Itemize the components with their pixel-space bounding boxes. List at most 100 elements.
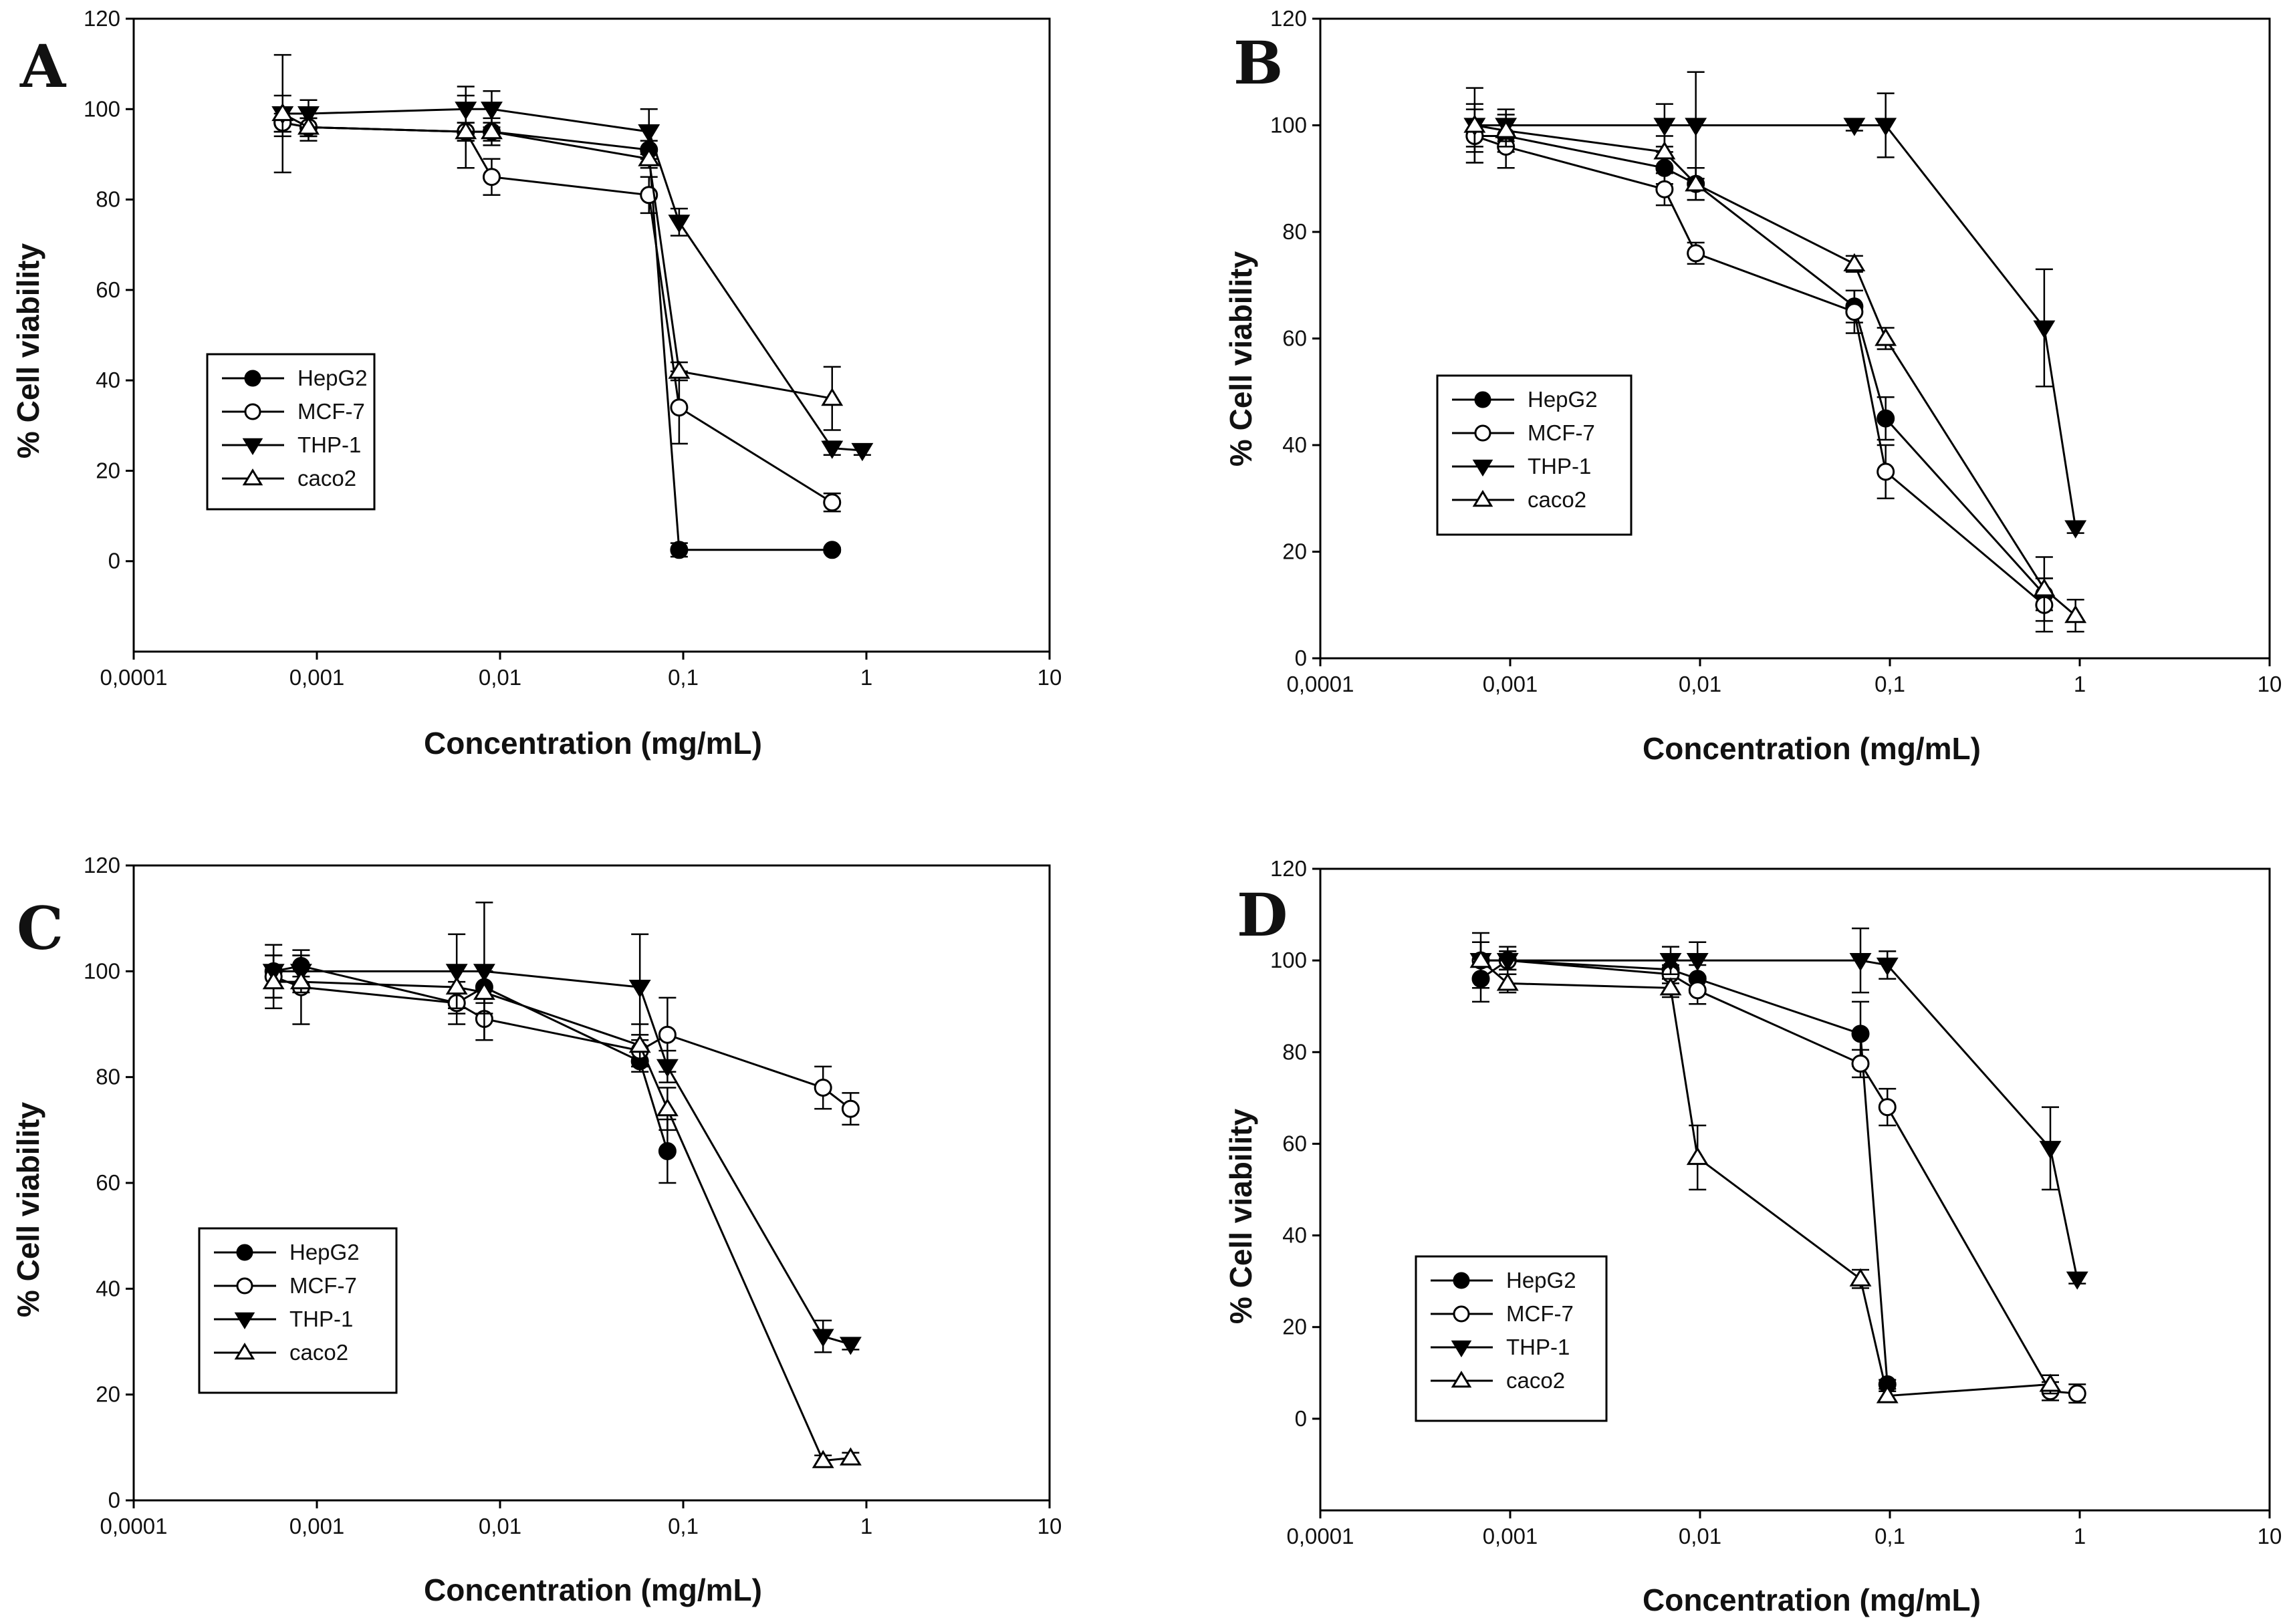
legend-box [198,1227,398,1394]
legend-marker-hepg2 [1453,1272,1470,1289]
data-point-caco2 [455,121,477,140]
series-line-thp-1 [273,970,851,1345]
data-point-thp-1 [1843,118,1866,136]
x-tick-label: 0,0001 [100,1514,168,1538]
legend-label-thp-1: THP-1 [289,1307,353,1331]
panel-c-plot: 0 20 40 60 80 100 120 0,0001 0,001 0,01 0,1 1 10 HepG… [84,853,1062,1538]
legend-label-caco2: caco2 [297,466,356,491]
data-point-caco2 [1843,253,1866,271]
x-tick-label: 1 [2074,672,2086,696]
data-point-mcf-7 [823,493,842,512]
data-point-caco2 [1686,1146,1709,1166]
legend-marker-hepg2 [1474,391,1491,408]
data-point-caco2 [656,1098,679,1117]
y-tick-label: 60 [1282,326,1307,351]
panel-a-y-axis-title: % Cell viability [11,243,45,459]
plot-frame [132,17,1051,653]
data-point-mcf-7 [482,168,501,186]
y-tick-label: 0 [1295,1406,1307,1431]
data-point-caco2 [297,116,320,135]
data-point-caco2 [1496,972,1519,991]
y-tick-label: 40 [1282,1223,1307,1248]
panel-c-x-axis-title: Concentration (mg/mL) [424,1573,762,1607]
y-tick-label: 60 [1282,1131,1307,1156]
data-point-mcf-7 [1878,1098,1897,1117]
plot-frame [1319,867,2271,1512]
data-point-thp-1 [1686,953,1709,972]
panel-d-y-axis-title: % Cell viability [1223,1109,1258,1325]
panel-b-x-axis-title: Concentration (mg/mL) [1643,731,1981,766]
legend-marker-caco2 [1472,490,1493,507]
legend-label-caco2: caco2 [1506,1368,1565,1393]
data-point-mcf-7 [1845,303,1864,321]
data-point-hepg2 [1851,1025,1870,1043]
data-point-thp-1 [812,1329,834,1347]
data-point-thp-1 [1496,953,1519,972]
x-tick-label: 0,1 [1875,672,1905,696]
y-tick-label: 0 [108,1488,120,1512]
y-tick-label: 100 [1270,113,1307,138]
data-point-thp-1 [1849,953,1872,972]
panel-a-x-axis-title: Concentration (mg/mL) [424,726,762,761]
data-point-caco2 [638,148,660,166]
legend-marker-mcf-7 [236,1277,253,1295]
x-tick-label: 1 [860,1514,872,1538]
y-tick-label: 0 [1295,646,1307,670]
y-tick-label: 60 [96,1170,120,1195]
data-point-hepg2 [1877,409,1895,428]
data-point-caco2 [2033,578,2056,597]
legend-label-mcf-7: MCF-7 [1528,420,1595,445]
panel-d-plot: 0 20 40 60 80 100 120 0,0001 0,001 0,01 0,1 1 10 HepG… [1270,856,2282,1548]
data-point-mcf-7 [1687,244,1705,263]
data-point-thp-1 [2064,520,2087,539]
x-tick-label: 0,0001 [1287,672,1354,696]
legend-marker-caco2 [234,1343,255,1360]
panel-letter-c: C [17,894,64,963]
legend-label-hepg2: HepG2 [1528,387,1598,412]
legend-marker-caco2 [242,468,263,486]
data-point-caco2 [668,360,691,379]
data-point-thp-1 [2033,320,2056,339]
data-point-caco2 [1495,120,1518,138]
data-point-caco2 [289,971,312,990]
y-tick-label: 100 [84,958,120,983]
y-tick-label: 80 [96,187,120,212]
legend-label-mcf-7: MCF-7 [297,399,365,424]
panel-d: D 0 20 40 60 80 100 120 0,0001 0,001 0,01 0,1 1 10 He… [1223,856,2282,1617]
data-point-thp-1 [839,1337,862,1355]
panel-b-plot: 0 20 40 60 80 100 120 0,0001 0,001 0,01 0,1 1 10 HepG… [1270,6,2282,696]
panel-c-y-axis-title: % Cell viability [11,1102,45,1318]
x-tick-label: 0,001 [289,1514,345,1538]
x-tick-label: 1 [2074,1524,2086,1548]
data-point-caco2 [1685,173,1707,192]
legend-label-mcf-7: MCF-7 [1506,1301,1574,1326]
series-line-caco2 [1474,124,2076,617]
data-point-thp-1 [638,124,660,143]
data-point-caco2 [812,1450,834,1468]
x-tick-label: 0,001 [289,665,345,690]
data-point-caco2 [481,121,503,140]
panel-letter-a: A [19,31,67,101]
data-point-thp-1 [1653,118,1676,136]
y-tick-label: 100 [84,96,120,121]
legend-label-hepg2: HepG2 [297,366,368,390]
panel-d-x-axis-title: Concentration (mg/mL) [1643,1583,1981,1617]
legend-marker-hepg2 [244,370,261,387]
data-point-caco2 [1469,950,1492,968]
legend-box [206,353,376,511]
legend-marker-thp-1 [1451,1340,1472,1357]
data-point-caco2 [473,981,495,1000]
series-line-thp-1 [1474,124,2077,528]
plot-frame [132,864,1051,1502]
series-line-hepg2 [273,964,669,1152]
data-point-thp-1 [481,102,503,120]
panel-b-y-axis-title: % Cell viability [1223,251,1258,467]
series-line-thp-1 [282,108,863,452]
x-tick-label: 0,1 [668,665,699,690]
data-point-thp-1 [668,215,691,233]
y-tick-label: 120 [1270,856,1307,881]
series-line-caco2 [273,980,851,1462]
legend-box [1436,374,1633,536]
y-tick-label: 20 [96,1382,120,1407]
